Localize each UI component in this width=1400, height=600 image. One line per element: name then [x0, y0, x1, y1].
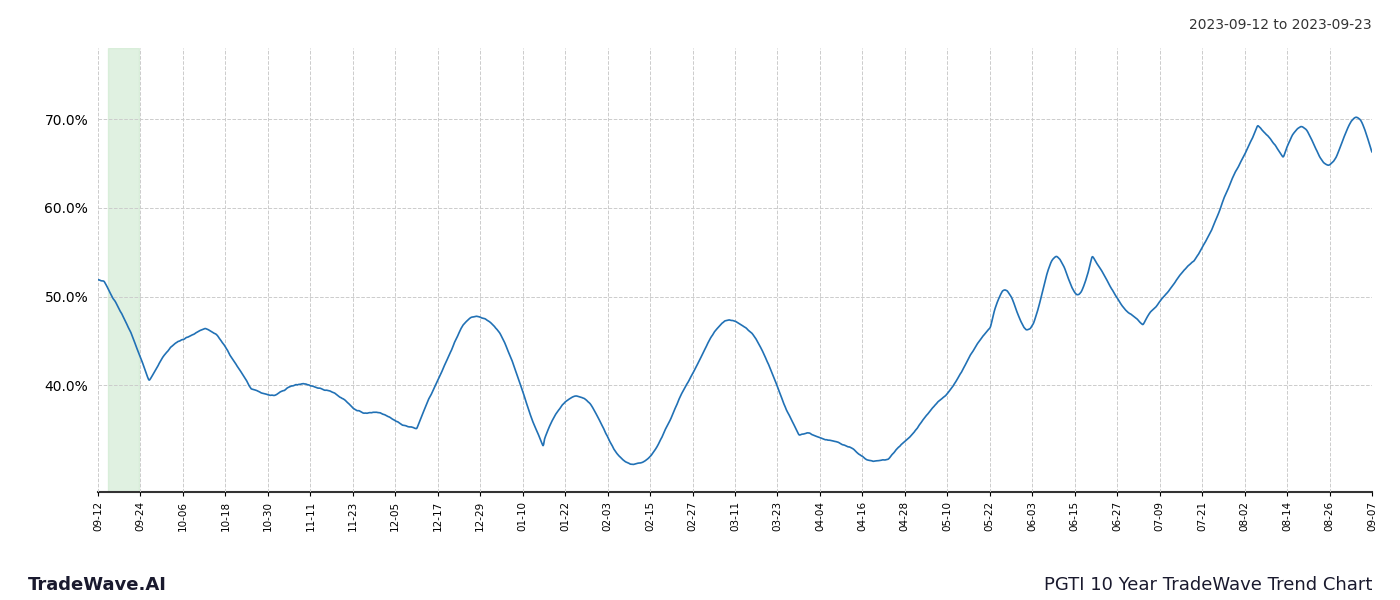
Text: PGTI 10 Year TradeWave Trend Chart: PGTI 10 Year TradeWave Trend Chart [1043, 576, 1372, 594]
Text: 2023-09-12 to 2023-09-23: 2023-09-12 to 2023-09-23 [1190, 18, 1372, 32]
Bar [108, 48, 139, 492]
Text: TradeWave.AI: TradeWave.AI [28, 576, 167, 594]
